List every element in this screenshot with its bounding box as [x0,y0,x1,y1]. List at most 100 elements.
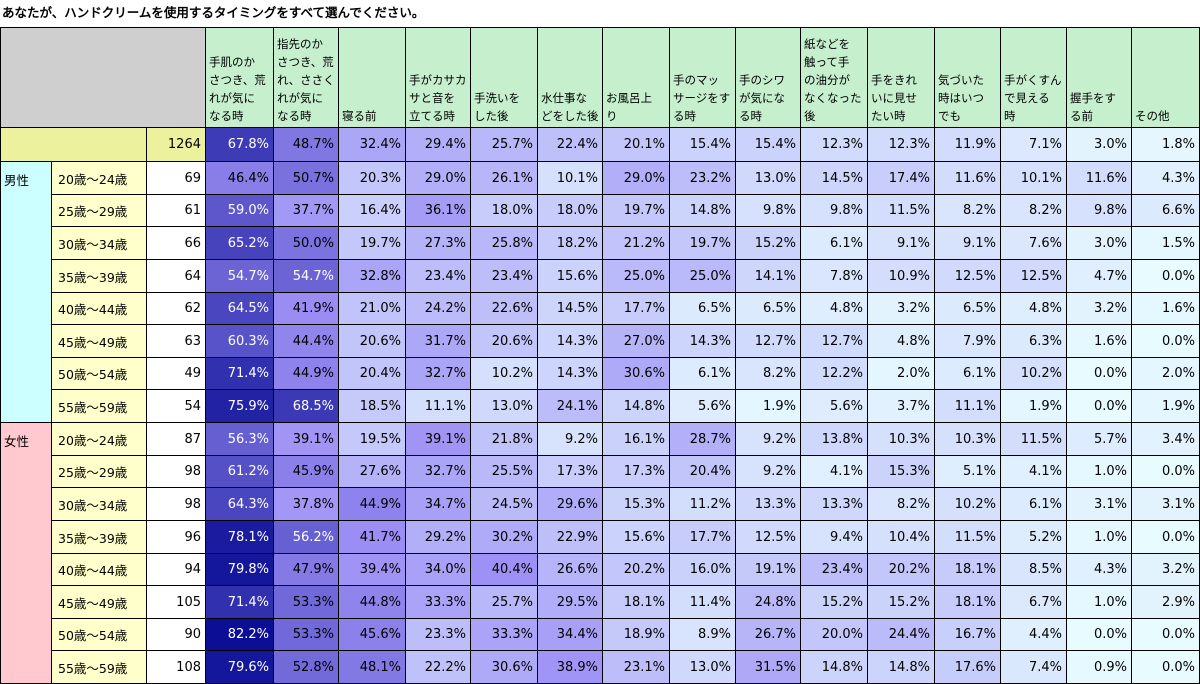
percent-cell: 16.4% [339,195,406,227]
header-corner-cell [0,27,206,128]
percent-cell: 24.4% [868,619,935,651]
respondent-count-cell: 61 [147,195,206,227]
percent-cell: 59.0% [206,195,274,227]
total-percent-cell: 22.4% [538,128,603,162]
percent-cell: 15.6% [603,521,670,554]
percent-cell: 71.4% [206,586,274,619]
percent-cell: 50.0% [274,227,339,260]
respondent-count-cell: 96 [147,521,206,554]
total-percent-cell: 11.9% [935,128,1001,162]
percent-cell: 68.5% [274,390,339,423]
column-header: 手のマッ サージをす る時 [670,27,736,128]
percent-cell: 37.8% [274,488,339,521]
total-percent-cell: 32.4% [339,128,406,162]
percent-cell: 4.3% [1132,162,1200,195]
percent-cell: 9.8% [801,195,868,227]
percent-cell: 13.8% [801,423,868,456]
percent-cell: 9.8% [1067,195,1132,227]
percent-cell: 20.6% [339,325,406,358]
percent-cell: 25.7% [471,586,538,619]
percent-cell: 16.7% [935,619,1001,651]
percent-cell: 25.8% [471,227,538,260]
age-group-label: 50歳～54歳 [52,619,147,651]
percent-cell: 61.2% [206,456,274,488]
percent-cell: 39.1% [406,423,471,456]
percent-cell: 14.3% [670,325,736,358]
percent-cell: 0.0% [1132,521,1200,554]
percent-cell: 23.3% [406,619,471,651]
percent-cell: 14.5% [801,162,868,195]
percent-cell: 40.4% [471,554,538,586]
total-percent-cell: 20.1% [603,128,670,162]
percent-cell: 1.9% [1132,390,1200,423]
column-header: 手がカサカ サと音を 立てる時 [406,27,471,128]
column-header: 握手をす る前 [1067,27,1132,128]
percent-cell: 3.2% [1067,293,1132,325]
percent-cell: 79.8% [206,554,274,586]
percent-cell: 6.1% [801,227,868,260]
group-label-male: 男性 [0,162,52,423]
data-table: 手肌のか さつき、荒 れが気に なる時 指先のか さつき、荒 れ、ささく れが気に… [0,27,1200,684]
respondent-count-cell: 87 [147,423,206,456]
age-group-label: 25歳～29歳 [52,456,147,488]
percent-cell: 41.7% [339,521,406,554]
percent-cell: 24.1% [538,390,603,423]
percent-cell: 79.6% [206,651,274,684]
percent-cell: 3.0% [1067,227,1132,260]
percent-cell: 10.4% [868,521,935,554]
percent-cell: 7.9% [935,325,1001,358]
percent-cell: 64.3% [206,488,274,521]
percent-cell: 6.1% [1001,488,1067,521]
percent-cell: 46.4% [206,162,274,195]
percent-cell: 1.5% [1132,227,1200,260]
column-header: 手をきれ いに見せ たい時 [868,27,935,128]
total-percent-cell: 25.7% [471,128,538,162]
percent-cell: 6.1% [670,358,736,390]
respondent-count-cell: 49 [147,358,206,390]
percent-cell: 24.2% [406,293,471,325]
age-group-label: 20歳～24歳 [52,162,147,195]
percent-cell: 12.7% [736,325,801,358]
percent-cell: 20.3% [339,162,406,195]
total-percent-cell: 15.4% [670,128,736,162]
percent-cell: 1.9% [1001,390,1067,423]
percent-cell: 23.2% [670,162,736,195]
percent-cell: 11.1% [935,390,1001,423]
percent-cell: 29.2% [406,521,471,554]
percent-cell: 23.4% [471,260,538,293]
percent-cell: 29.0% [603,162,670,195]
percent-cell: 45.9% [274,456,339,488]
percent-cell: 11.5% [1001,423,1067,456]
percent-cell: 11.2% [670,488,736,521]
percent-cell: 13.0% [471,390,538,423]
percent-cell: 27.0% [603,325,670,358]
percent-cell: 31.5% [736,651,801,684]
percent-cell: 38.9% [538,651,603,684]
column-header: お風呂上 り [603,27,670,128]
column-header: 指先のか さつき、荒 れ、ささく れが気に なる時 [274,27,339,128]
percent-cell: 33.3% [406,586,471,619]
column-header: その他 [1132,27,1200,128]
percent-cell: 15.3% [868,456,935,488]
percent-cell: 16.1% [603,423,670,456]
percent-cell: 10.2% [935,488,1001,521]
percent-cell: 8.5% [1001,554,1067,586]
respondent-count-cell: 64 [147,260,206,293]
respondent-count-cell: 105 [147,586,206,619]
percent-cell: 4.4% [1001,619,1067,651]
percent-cell: 8.2% [868,488,935,521]
percent-cell: 0.0% [1132,456,1200,488]
percent-cell: 23.4% [801,554,868,586]
percent-cell: 17.3% [538,456,603,488]
column-header: 寝る前 [339,27,406,128]
percent-cell: 13.0% [736,162,801,195]
percent-cell: 10.1% [538,162,603,195]
percent-cell: 9.2% [538,423,603,456]
age-group-label: 45歳～49歳 [52,586,147,619]
percent-cell: 11.6% [935,162,1001,195]
column-header: 手洗いを した後 [471,27,538,128]
percent-cell: 8.2% [1001,195,1067,227]
percent-cell: 23.4% [406,260,471,293]
percent-cell: 15.2% [736,227,801,260]
percent-cell: 3.2% [868,293,935,325]
